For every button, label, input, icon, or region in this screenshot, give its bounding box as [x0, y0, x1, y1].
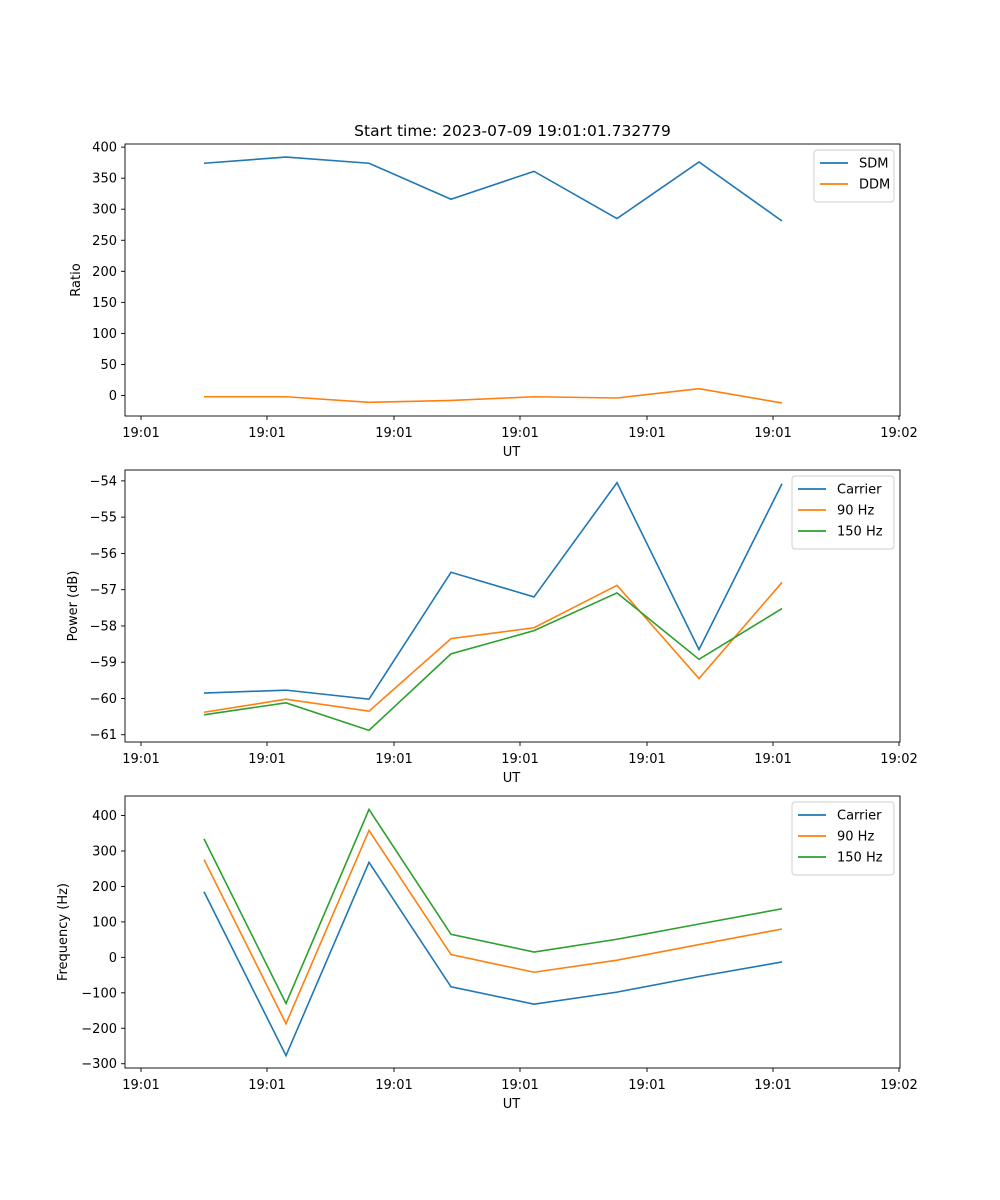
y-tick-label: 150	[92, 296, 117, 311]
y-tick-label: −61	[90, 728, 117, 743]
legend: SDM DDM	[813, 149, 895, 203]
x-tick-label: 19:01	[248, 752, 285, 767]
legend-label: 90 Hz	[837, 830, 874, 845]
y-axis-label: Frequency (Hz)	[56, 883, 71, 981]
chart-title: Start time: 2023-07-09 19:01:01.732779	[354, 122, 671, 140]
y-tick-label: 350	[92, 172, 117, 187]
y-tick-label: 50	[100, 358, 117, 373]
y-axis-label: Ratio	[69, 263, 84, 296]
x-tick-label: 19:01	[248, 426, 285, 441]
chart-panel-3: 19:01 19:01 19:01 19:01 19:01 19:01 19:02 −300 −…	[56, 795, 918, 1112]
x-tick-label: 19:01	[754, 426, 791, 441]
axes-frame	[124, 795, 901, 1069]
y-axis-label: Power (dB)	[66, 571, 81, 642]
series-line-carrier	[203, 481, 783, 701]
y-tick-label: −59	[90, 656, 117, 671]
y-tick-label: 400	[92, 141, 117, 156]
x-tick-label: 19:02	[880, 426, 917, 441]
x-tick-label: 19:01	[375, 426, 412, 441]
y-tick-label: 300	[92, 844, 117, 859]
series-line-90-hz	[203, 828, 783, 1026]
axes-frame	[124, 469, 901, 743]
series-line-ddm	[204, 387, 783, 404]
x-tick-label: 19:01	[628, 752, 665, 767]
series-line-sdm	[203, 156, 783, 222]
series-line-150-hz	[203, 807, 783, 1006]
x-axis-label: UT	[503, 771, 521, 786]
legend: Carrier 90 Hz 150 Hz	[791, 475, 895, 550]
x-tick-label: 19:02	[880, 1078, 917, 1093]
legend: Carrier 90 Hz 150 Hz	[791, 801, 895, 876]
y-tick-label: −100	[81, 986, 117, 1001]
x-tick-label: 19:01	[501, 752, 538, 767]
y-tick-label: 0	[109, 389, 117, 404]
legend-label: Carrier	[837, 809, 882, 824]
y-tick-label: 100	[92, 915, 117, 930]
chart-panel-1: 19:01 19:01 19:01 19:01 19:01 19:01 19:02 0 50 10…	[69, 122, 918, 460]
y-tick-label: 400	[92, 809, 117, 824]
y-tick-label: −55	[90, 511, 117, 526]
x-tick-label: 19:01	[122, 426, 159, 441]
y-tick-label: −58	[90, 619, 117, 634]
y-tick-label: −200	[81, 1022, 117, 1037]
x-tick-label: 19:01	[375, 752, 412, 767]
y-tick-label: −60	[90, 692, 117, 707]
y-tick-label: −57	[90, 583, 117, 598]
x-tick-label: 19:01	[248, 1078, 285, 1093]
y-tick-label: −56	[90, 547, 117, 562]
y-tick-label: 250	[92, 234, 117, 249]
x-tick-label: 19:01	[754, 1078, 791, 1093]
x-tick-label: 19:02	[880, 752, 917, 767]
legend-label: DDM	[859, 178, 890, 193]
series-line-90-hz	[203, 581, 783, 714]
x-tick-label: 19:01	[122, 752, 159, 767]
legend-label: Carrier	[837, 483, 882, 498]
chart-panel-2: 19:01 19:01 19:01 19:01 19:01 19:01 19:02 −61 −6…	[66, 469, 918, 786]
x-tick-label: 19:01	[501, 426, 538, 441]
legend-label: 150 Hz	[837, 851, 883, 866]
legend-label: 150 Hz	[837, 525, 883, 540]
x-tick-label: 19:01	[754, 752, 791, 767]
y-tick-label: 0	[109, 951, 117, 966]
x-tick-label: 19:01	[122, 1078, 159, 1093]
x-axis-label: UT	[503, 445, 521, 460]
y-tick-label: 100	[92, 327, 117, 342]
x-axis-label: UT	[503, 1097, 521, 1112]
y-tick-label: −54	[90, 474, 117, 489]
axes-frame	[124, 143, 901, 417]
y-tick-label: 300	[92, 203, 117, 218]
y-tick-label: 200	[92, 265, 117, 280]
y-tick-label: 200	[92, 880, 117, 895]
x-tick-label: 19:01	[628, 426, 665, 441]
series-line-150-hz	[203, 592, 783, 732]
x-tick-label: 19:01	[628, 1078, 665, 1093]
x-tick-label: 19:01	[375, 1078, 412, 1093]
series-line-carrier	[203, 860, 783, 1058]
x-tick-label: 19:01	[501, 1078, 538, 1093]
legend-label: 90 Hz	[837, 504, 874, 519]
y-tick-label: −300	[81, 1057, 117, 1072]
legend-label: SDM	[859, 157, 888, 172]
